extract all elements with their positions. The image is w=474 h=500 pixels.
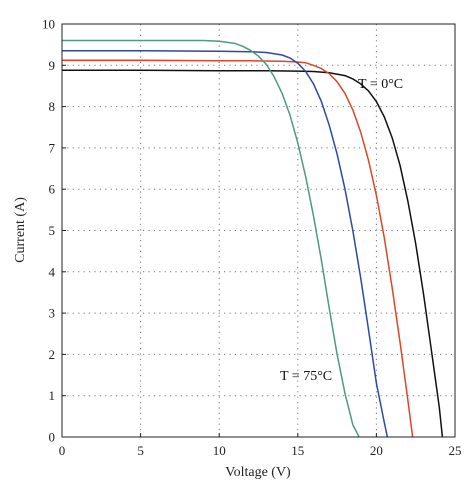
x-tick-label: 20 bbox=[370, 443, 383, 458]
y-tick-label: 10 bbox=[42, 17, 55, 32]
annotation-t-75c: T = 75°C bbox=[280, 369, 332, 384]
series-curves bbox=[62, 39, 444, 438]
series-line-1 bbox=[62, 69, 444, 438]
x-tick-label: 15 bbox=[291, 443, 304, 458]
y-tick-label: 3 bbox=[49, 306, 56, 321]
x-tick-label: 5 bbox=[137, 443, 144, 458]
y-tick-label: 8 bbox=[49, 99, 56, 114]
annotation-t-0c: T = 0°C bbox=[358, 77, 403, 92]
y-tick-label: 9 bbox=[49, 58, 56, 73]
series-line-4 bbox=[62, 39, 360, 438]
grid-lines bbox=[62, 24, 455, 437]
y-tick-label: 7 bbox=[49, 140, 56, 155]
y-axis-label: Current (A) bbox=[13, 197, 28, 263]
y-tick-label: 6 bbox=[49, 182, 56, 197]
y-tick-label: 1 bbox=[49, 388, 56, 403]
x-axis-label: Voltage (V) bbox=[225, 465, 291, 480]
y-tick-label: 4 bbox=[49, 264, 56, 279]
y-tick-label: 0 bbox=[49, 430, 56, 445]
x-tick-label: 10 bbox=[213, 443, 226, 458]
x-tick-label: 25 bbox=[449, 443, 462, 458]
axis-ticks: 0 5 10 15 20 25 0 1 2 3 4 5 6 7 8 9 10 bbox=[42, 17, 462, 459]
y-tick-label: 2 bbox=[49, 347, 56, 362]
x-tick-label: 0 bbox=[59, 443, 66, 458]
series-line-3 bbox=[62, 50, 389, 438]
series-line-2 bbox=[62, 59, 414, 438]
y-tick-label: 5 bbox=[49, 223, 56, 238]
